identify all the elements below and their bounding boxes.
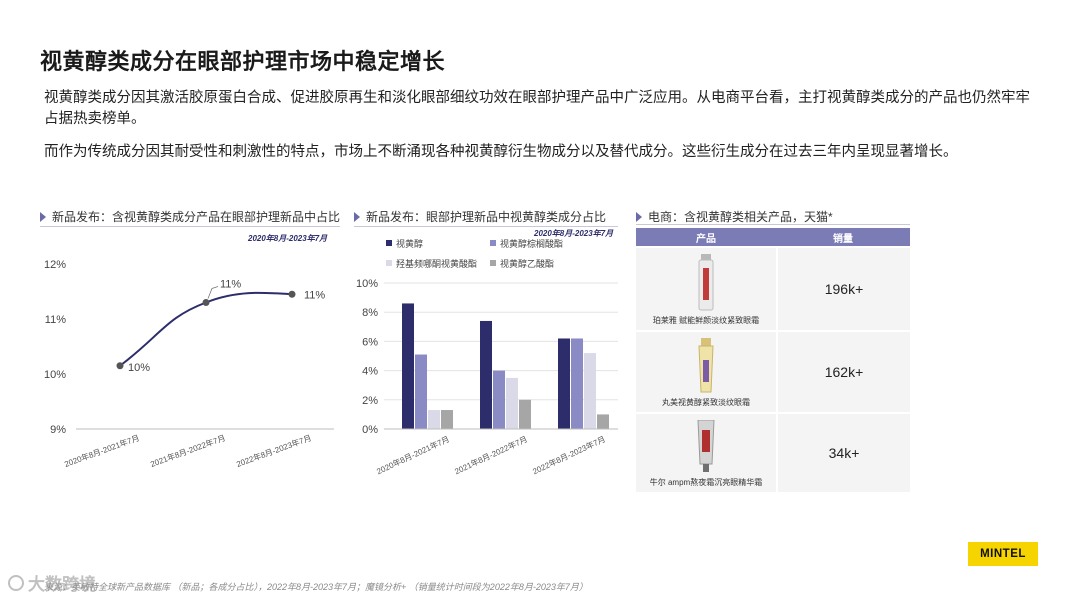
data-label: 11% [304,289,325,301]
panel1-divider [40,226,340,227]
product-tube-image [697,420,715,472]
bar [415,354,427,429]
legend-label: 视黄醇棕榈酸酯 [500,238,563,249]
page-title: 视黄醇类成分在眼部护理市场中稳定增长 [40,49,446,74]
product-cell: 丸美视黄醇紧致淡纹眼霜 [636,332,776,412]
y-tick-label: 0% [362,424,378,436]
y-tick-label: 2% [362,395,378,407]
bar [493,370,505,429]
panel2-heading-text: 新品发布：眼部护理新品中视黄醇类成分占比 [366,210,607,224]
y-tick-label: 12% [44,259,66,271]
y-tick-label: 8% [362,307,378,319]
product-name: 牛尔 ampm熬夜霜沉亮眼精华霜 [649,478,763,487]
product-name: 丸美视黄醇紧致淡纹眼霜 [662,398,750,407]
table-row: 丸美视黄醇紧致淡纹眼霜 162k+ [636,330,910,412]
data-point [202,299,210,306]
bar [506,377,518,429]
watermark: 大数跨境 [8,570,96,595]
x-tick-label: 2020年8月-2021年7月 [63,432,141,468]
panel2-divider [354,226,618,227]
y-tick-label: 9% [50,424,66,436]
product-tube-image [698,254,714,311]
legend-swatch [490,260,496,266]
y-tick-label: 4% [362,366,378,378]
x-tick-label: 2022年8月-2023年7月 [235,432,313,468]
line-chart: 12% 11% 10% 9% 10% 11% 11% 2020年8月-2021年7月 2021年… [44,259,334,469]
y-tick-label: 10% [44,369,66,381]
table-row: 珀莱雅 赋能鲜颜淡纹紧致眼霜 196k+ [636,246,910,330]
bar [402,303,414,429]
bar [584,353,596,429]
data-point [288,290,296,298]
x-tick-label: 2022年8月-2023年7月 [531,434,607,477]
watermark-logo-icon [8,574,24,591]
sales-value: 34k+ [776,414,910,492]
legend-label: 视黄醇乙酸酯 [500,258,554,269]
legend-label: 羟基频哪酮视黄酸酯 [396,258,477,269]
x-tick-label: 2021年8月-2022年7月 [453,434,529,477]
panel2-heading: 新品发布：眼部护理新品中视黄醇类成分占比 [354,208,606,225]
x-tick-label: 2020年8月-2021年7月 [375,434,451,477]
bar [571,338,583,429]
panel3-heading-text: 电商：含视黄醇类相关产品，天猫* [648,210,833,224]
watermark-text: 大数跨境 [28,575,96,594]
data-label-leader [207,286,219,299]
legend-swatch [386,240,392,246]
bullet-triangle-icon [354,211,360,222]
y-tick-label: 6% [362,336,378,348]
x-tick-label: 2021年8月-2022年7月 [149,432,227,468]
derivatives-paragraph: 而作为传统成分因其耐受性和刺激性的特点，市场上不断涌现各种视黄醇衍生物成分以及替… [44,144,958,160]
bar [480,320,492,429]
bar [519,399,531,429]
sales-table: 产品 销量 珀莱雅 赋能鲜颜淡纹紧致眼霜 196k+ 丸美视黄醇紧致淡纹眼霜 1… [636,228,910,494]
source-note: 来源：英敏特全球新产品数据库 （新品；各成分占比），2022年8月-2023年7… [44,582,588,592]
table-row: 牛尔 ampm熬夜霜沉亮眼精华霜 34k+ [636,412,910,492]
bar [441,410,453,429]
col-product-header: 产品 [696,233,716,245]
bullet-triangle-icon [40,211,46,222]
product-tube-image [698,338,714,393]
y-tick-label: 11% [45,314,66,326]
data-label: 11% [220,279,241,291]
data-label: 10% [128,362,150,374]
bullet-triangle-icon [636,211,642,222]
panel1-heading: 新品发布：含视黄醇类成分产品在眼部护理新品中占比 [40,208,340,225]
bar [558,338,570,429]
legend-label: 视黄醇 [396,238,423,249]
product-cell: 珀莱雅 赋能鲜颜淡纹紧致眼霜 [636,248,776,330]
data-point [116,362,124,370]
legend-swatch [386,260,392,266]
product-cell: 牛尔 ampm熬夜霜沉亮眼精华霜 [636,414,776,492]
panel3-divider [636,224,910,225]
panel3-heading: 电商：含视黄醇类相关产品，天猫* [636,208,833,225]
legend-swatch [490,240,496,246]
panel2-period: 2020年8月-2023年7月 [534,229,614,238]
mintel-logo: MINTEL [968,542,1038,566]
panel1-period: 2020年8月-2023年7月 [248,234,328,243]
intro-paragraph: 视黄醇类成分因其激活胶原蛋白合成、促进胶原再生和淡化眼部细纹功效在眼部护理产品中… [44,90,1030,127]
sales-value: 162k+ [776,332,910,412]
bar [428,410,440,429]
product-name: 珀莱雅 赋能鲜颜淡纹紧致眼霜 [652,316,760,325]
panel1-heading-text: 新品发布：含视黄醇类成分产品在眼部护理新品中占比 [52,210,341,224]
table-header: 产品 销量 [636,228,910,246]
y-tick-label: 10% [356,278,378,290]
sales-value: 196k+ [776,248,910,330]
bar [597,414,609,429]
col-sales-header: 销量 [833,233,853,245]
